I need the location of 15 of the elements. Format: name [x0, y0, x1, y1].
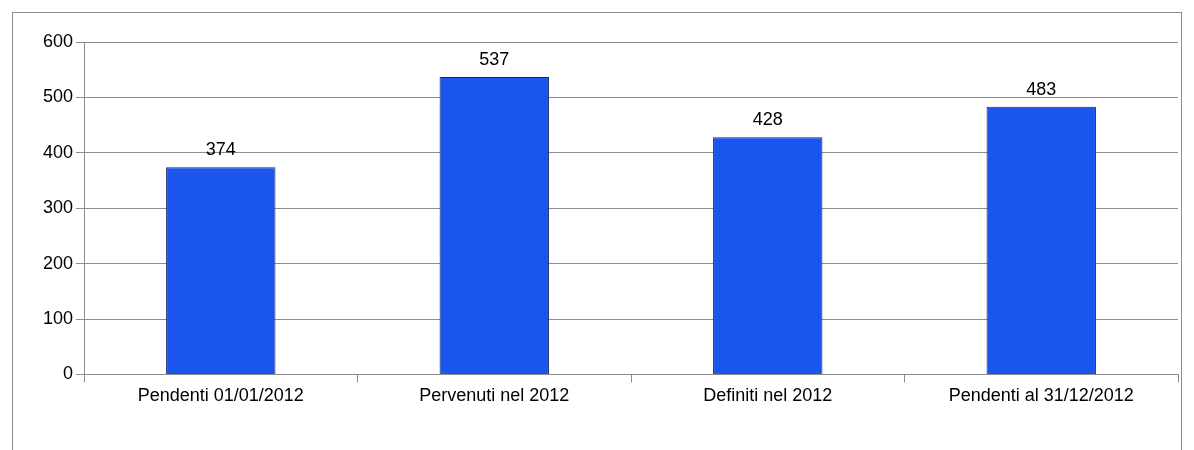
- y-tick-label: 0: [63, 363, 74, 384]
- y-tick-label: 400: [42, 141, 74, 162]
- y-tick-label: 500: [42, 86, 74, 107]
- y-tick-label: 600: [42, 30, 74, 51]
- y-tick-label: 100: [42, 307, 74, 328]
- y-tick-label: 200: [42, 252, 74, 273]
- x-tick-label: Pervenuti nel 2012: [419, 385, 570, 406]
- x-tick-label: Definiti nel 2012: [703, 385, 833, 406]
- data-label: 428: [752, 109, 783, 130]
- data-label: 374: [205, 139, 236, 160]
- data-label: 537: [479, 48, 510, 69]
- data-label: 483: [1026, 78, 1057, 99]
- x-tick-label: Pendenti 01/01/2012: [137, 385, 304, 406]
- y-tick-label: 300: [42, 197, 74, 218]
- x-tick-label: Pendenti al 31/12/2012: [948, 385, 1134, 406]
